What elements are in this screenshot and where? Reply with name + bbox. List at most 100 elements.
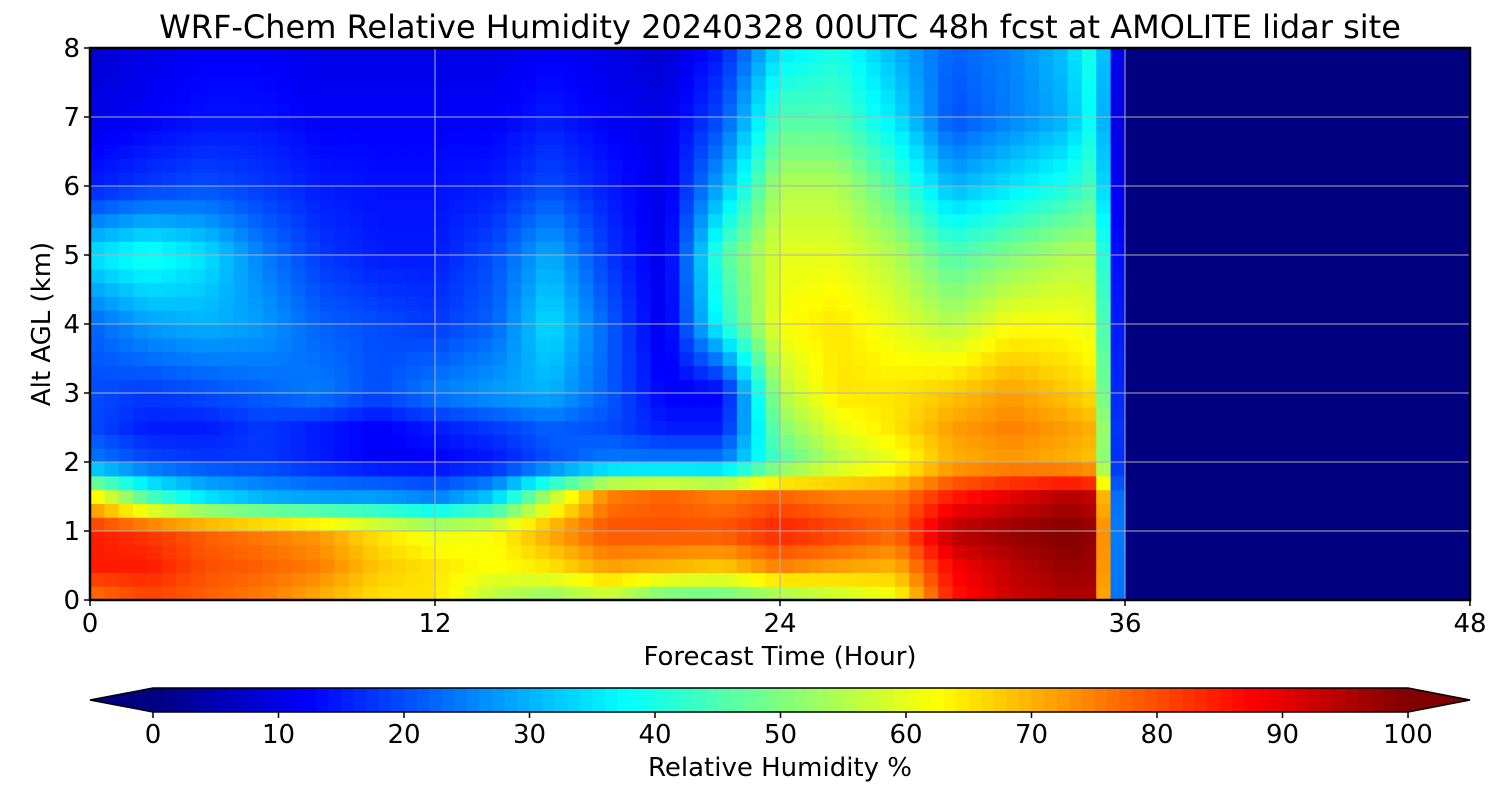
heatmap-cell — [693, 406, 709, 422]
heatmap-cell — [923, 489, 939, 504]
heatmap-cell — [147, 572, 163, 587]
heatmap-cell — [463, 531, 479, 546]
heatmap-cell — [219, 558, 235, 573]
heatmap-cell — [607, 172, 623, 187]
heatmap-cell — [966, 448, 982, 463]
heatmap-cell — [866, 158, 882, 173]
heatmap-cell — [190, 241, 206, 256]
colorbar-segment — [1370, 688, 1384, 712]
heatmap-cell — [1010, 337, 1025, 353]
heatmap-cell — [751, 158, 767, 173]
heatmap-cell — [823, 199, 839, 215]
heatmap-cell — [966, 172, 982, 187]
heatmap-cell — [1096, 296, 1112, 311]
heatmap-cell — [981, 379, 997, 394]
heatmap-cell — [636, 406, 652, 422]
heatmap-cell — [1081, 489, 1097, 504]
heatmap-cell — [966, 406, 982, 422]
heatmap-cell — [708, 75, 724, 90]
heatmap-cell — [952, 255, 968, 270]
heatmap-cell — [636, 89, 652, 104]
heatmap-cell — [952, 117, 968, 132]
heatmap-cell — [607, 117, 623, 132]
heatmap-cell — [147, 268, 163, 284]
heatmap-cell — [334, 365, 350, 380]
heatmap-cell — [406, 89, 422, 104]
heatmap-cell — [722, 282, 738, 297]
heatmap-cell — [176, 75, 192, 90]
heatmap-cell — [118, 296, 134, 311]
heatmap-cell — [909, 475, 925, 491]
heatmap-cell — [463, 61, 479, 77]
heatmap-cell — [780, 420, 795, 435]
heatmap-cell — [1110, 117, 1126, 132]
heatmap-cell — [995, 586, 1011, 600]
heatmap-cell — [593, 213, 609, 228]
heatmap-cell — [420, 558, 436, 573]
colorbar-segment — [1332, 688, 1346, 712]
colorbar-segment — [516, 688, 531, 712]
heatmap-cell — [751, 324, 767, 339]
heatmap-cell — [190, 517, 206, 532]
heatmap-cell — [463, 475, 479, 491]
heatmap-cell — [751, 75, 767, 90]
heatmap-cell — [435, 544, 450, 560]
heatmap-cell — [363, 420, 379, 435]
heatmap-cell — [808, 172, 824, 187]
heatmap-cell — [708, 420, 724, 435]
heatmap-cell — [492, 48, 508, 63]
heatmap-cell — [176, 144, 192, 159]
heatmap-cell — [535, 475, 551, 491]
heatmap-cell — [808, 268, 824, 284]
heatmap-cell — [765, 158, 781, 173]
heatmap-cell — [1038, 517, 1054, 532]
heatmap-cell — [981, 255, 997, 270]
heatmap-cell — [923, 544, 939, 560]
heatmap-cell — [693, 158, 709, 173]
heatmap-cell — [866, 572, 882, 587]
heatmap-cell — [363, 406, 379, 422]
heatmap-cell — [219, 337, 235, 353]
heatmap-cell — [736, 337, 752, 353]
heatmap-cell — [104, 324, 120, 339]
colorbar-segment — [353, 688, 367, 712]
heatmap-cell — [708, 199, 724, 215]
heatmap-cell — [535, 324, 551, 339]
heatmap-cell — [406, 241, 422, 256]
heatmap-cell — [550, 448, 565, 463]
colorbar-segment — [767, 688, 782, 712]
heatmap-cell — [665, 186, 680, 201]
heatmap-cell — [1081, 144, 1097, 159]
heatmap-cell — [118, 489, 134, 504]
heatmap-cell — [1110, 268, 1126, 284]
heatmap-cell — [478, 213, 494, 228]
heatmap-cell — [751, 144, 767, 159]
heatmap-cell — [463, 393, 479, 408]
heatmap-cell — [808, 448, 824, 463]
heatmap-cell — [406, 310, 422, 325]
heatmap-cell — [118, 89, 134, 104]
heatmap-cell — [492, 544, 508, 560]
heatmap-cell — [665, 586, 680, 600]
heatmap-cell — [794, 255, 810, 270]
heatmap-cell — [1081, 158, 1097, 173]
heatmap-cell — [607, 296, 623, 311]
heatmap-cell — [679, 227, 695, 242]
heatmap-cell — [291, 130, 307, 146]
heatmap-cell — [693, 144, 709, 159]
heatmap-cell — [564, 337, 580, 353]
heatmap-cell — [118, 572, 134, 587]
heatmap-cell — [665, 310, 680, 325]
heatmap-cell — [722, 172, 738, 187]
heatmap-cell — [751, 558, 767, 573]
heatmap-cell — [219, 89, 235, 104]
heatmap-cell — [593, 475, 609, 491]
heatmap-cell — [104, 586, 120, 600]
colorbar-segment — [918, 688, 932, 712]
heatmap-cell — [262, 213, 278, 228]
heatmap-cell — [794, 351, 810, 366]
heatmap-cell — [679, 48, 695, 63]
heatmap-cell — [823, 227, 839, 242]
heatmap-cell — [291, 255, 307, 270]
heatmap-cell — [176, 130, 192, 146]
